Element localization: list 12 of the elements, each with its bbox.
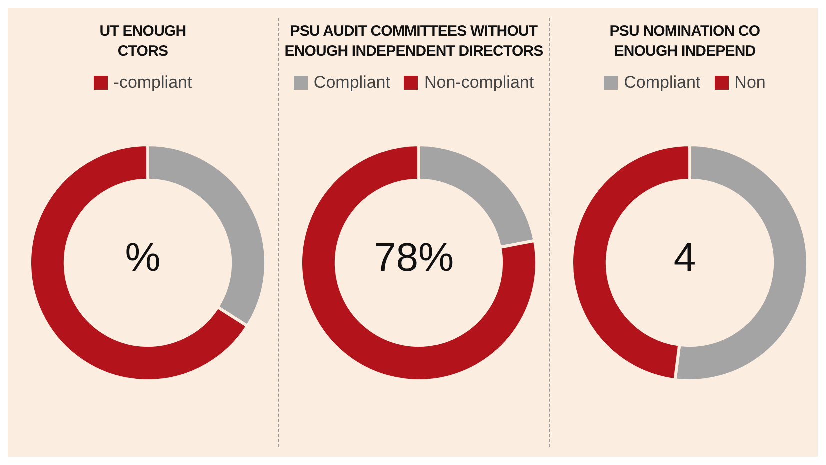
chart-title: UT ENOUGH CTORS [98,22,188,62]
legend-label: Non [734,73,766,93]
donut-slice [300,144,538,382]
text: 78% [372,235,456,282]
legend-label: Compliant [314,73,390,93]
text: 4 [672,235,698,282]
legend-label: Non-compliant [424,73,534,93]
legend-label: Compliant [624,73,701,93]
legend-label: -compliant [114,73,192,93]
chart-title: PSU NOMINATION CO ENOUGH INDEPEND [608,22,762,62]
chart-title: PSU AUDIT COMMITTEES WITHOUT ENOUGH INDEPENDENT DIRECTORS [284,22,544,62]
text: % [124,235,162,282]
